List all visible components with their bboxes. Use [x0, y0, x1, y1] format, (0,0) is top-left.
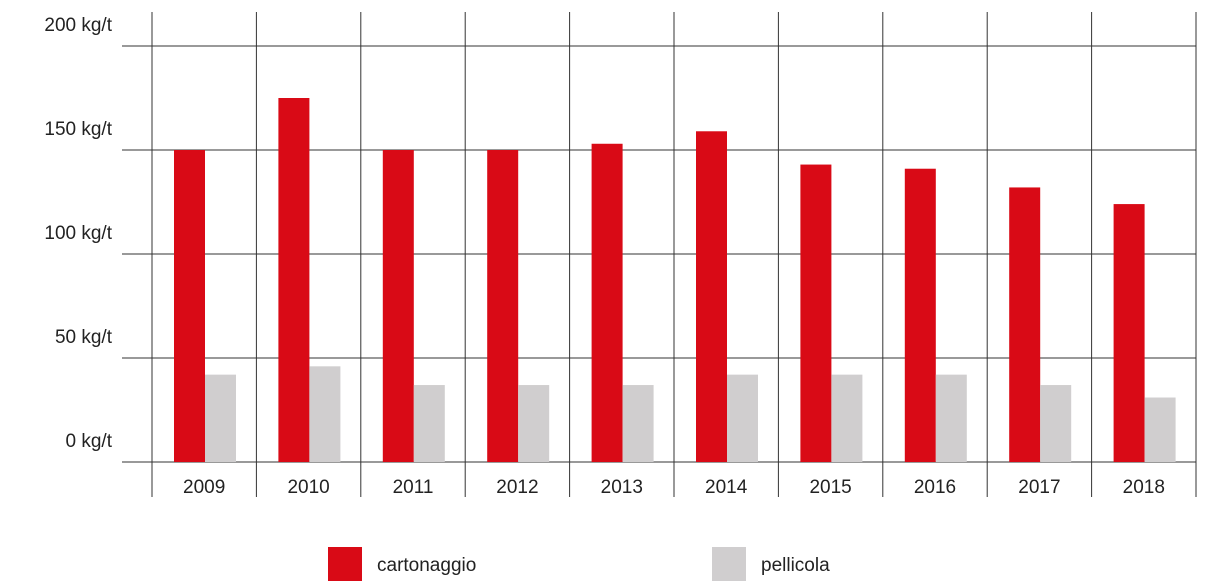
legend-swatch — [712, 547, 746, 581]
bar — [831, 374, 863, 462]
bar — [591, 143, 623, 462]
y-tick-label: 100 kg/t — [44, 223, 112, 244]
y-tick-label: 150 kg/t — [44, 119, 112, 140]
bar — [413, 385, 445, 462]
x-tick-label: 2012 — [496, 477, 538, 498]
y-tick-label: 50 kg/t — [55, 327, 113, 348]
bar — [174, 150, 205, 462]
bar — [800, 164, 832, 462]
legend-label: cartonaggio — [377, 555, 476, 576]
legend-swatch — [328, 547, 362, 581]
bar — [696, 131, 727, 462]
x-tick-label: 2011 — [393, 477, 434, 498]
x-tick-label: 2016 — [914, 477, 956, 498]
bar — [1144, 397, 1176, 462]
x-tick-label: 2010 — [287, 477, 329, 498]
bar — [1113, 204, 1145, 462]
bar — [622, 385, 654, 462]
y-tick-label: 0 kg/t — [66, 431, 113, 452]
bar — [278, 98, 310, 462]
bar — [727, 374, 758, 462]
bar — [487, 150, 519, 462]
x-tick-label: 2018 — [1123, 477, 1165, 498]
x-tick-label: 2017 — [1018, 477, 1060, 498]
bar — [935, 374, 967, 462]
bar — [518, 385, 550, 462]
x-tick-label: 2014 — [705, 477, 748, 498]
y-tick-label: 200 kg/t — [44, 15, 112, 36]
x-tick-label: 2013 — [601, 477, 643, 498]
x-tick-label: 2009 — [183, 477, 225, 498]
bar — [1040, 385, 1072, 462]
x-tick-label: 2015 — [809, 477, 851, 498]
bar — [904, 168, 936, 462]
bar — [205, 374, 236, 462]
bar — [1009, 187, 1041, 462]
legend-label: pellicola — [761, 555, 830, 576]
bar — [382, 150, 414, 462]
bar — [309, 366, 341, 462]
